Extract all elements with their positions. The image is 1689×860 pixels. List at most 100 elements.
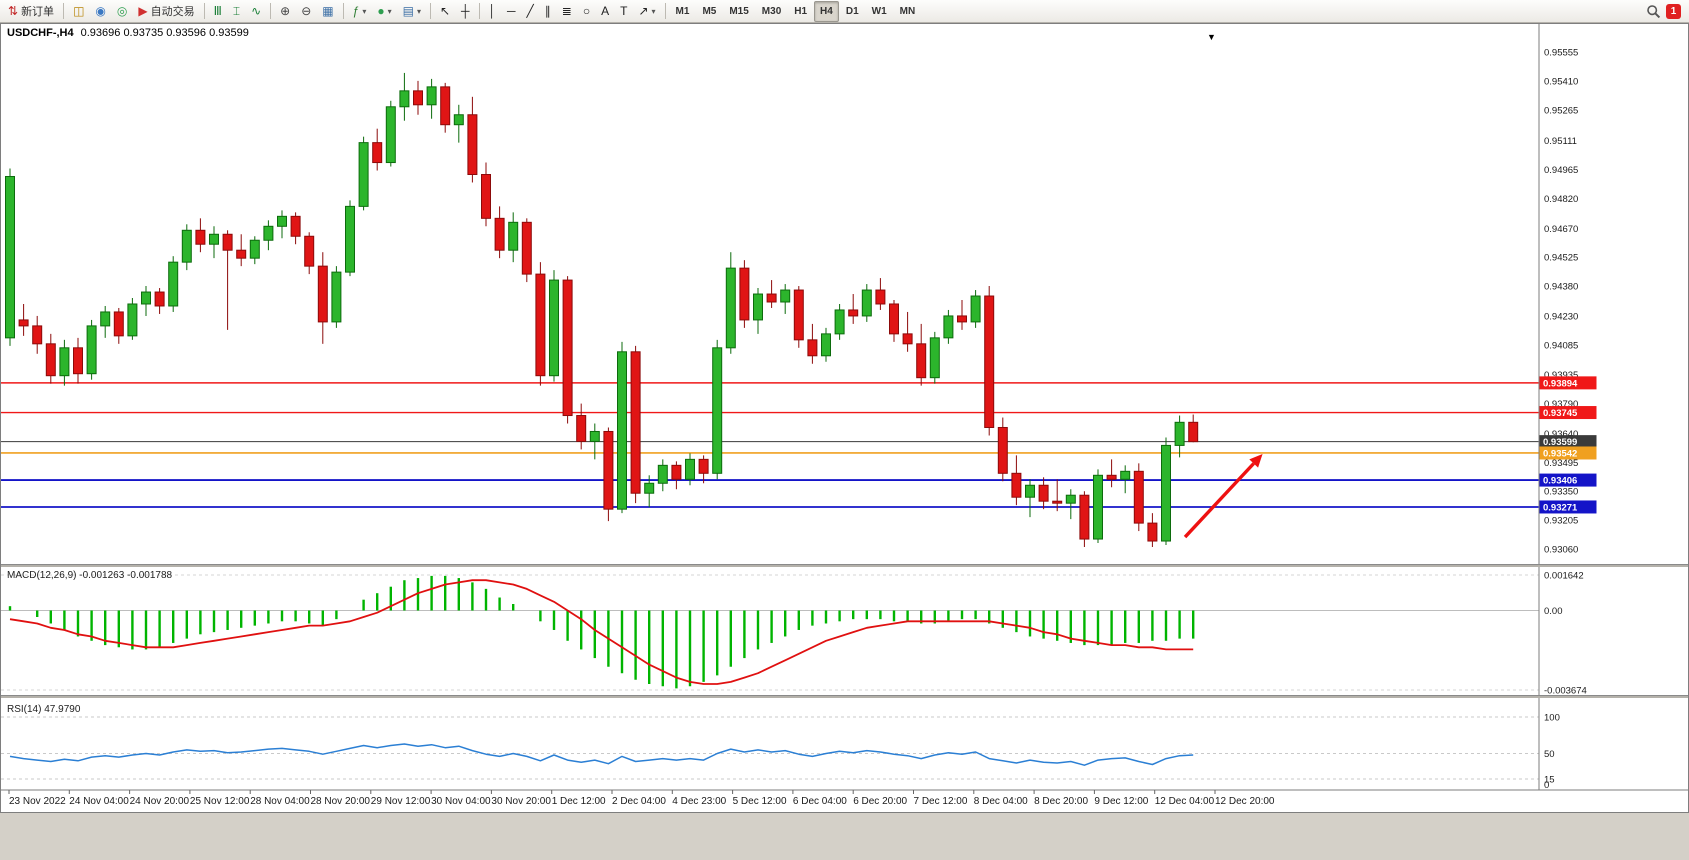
candle-body — [59, 347, 70, 377]
chart-canvas[interactable]: ▼ MACD(12,26,9) -0.001263 -0.001788 RSI(14… — [1, 24, 1688, 810]
candle-body — [1133, 470, 1144, 524]
candle-body — [603, 430, 614, 510]
candle-body — [902, 333, 913, 345]
price-tick-label: 0.94380 — [1544, 282, 1578, 293]
candle-body — [45, 343, 56, 377]
timeframe-h1-button[interactable]: H1 — [788, 1, 813, 22]
candle-body — [997, 426, 1008, 474]
text-button[interactable]: A — [596, 1, 614, 22]
timeframe-d1-button[interactable]: D1 — [840, 1, 865, 22]
price-axis[interactable]: 0.95555 0.95410 0.95265 0.95111 0.94965 0.948… — [1538, 24, 1597, 791]
new-order-button[interactable]: ⇅ 新订单 — [3, 1, 59, 22]
rsi-label: RSI(14) 47.9790 — [7, 704, 81, 715]
candle-body — [725, 267, 736, 349]
bar-chart-icon: Ⅲ — [213, 4, 222, 18]
candle-body — [18, 319, 29, 327]
time-tick-label: 1 Dec 12:00 — [552, 796, 606, 807]
candle-body — [698, 458, 709, 474]
new-order-icon: ⇅ — [8, 4, 19, 18]
timeframe-h4-button[interactable]: H4 — [814, 0, 839, 22]
candle-body — [1188, 421, 1199, 443]
candle-body — [753, 293, 763, 321]
trend-arrow-annotation[interactable] — [1183, 453, 1263, 539]
vertical-line-button[interactable]: │ — [484, 1, 502, 22]
timeframe-m1-button[interactable]: M1 — [670, 1, 696, 22]
symbol-marker-icon[interactable]: ▼ — [1207, 32, 1216, 42]
timeframe-mn-button[interactable]: MN — [894, 1, 922, 22]
candle-body — [127, 303, 138, 337]
price-tag-label: 0.93745 — [1543, 408, 1578, 419]
candle-body — [358, 142, 369, 207]
macd-tick-label: -0.003674 — [1544, 685, 1587, 696]
timeframe-m15-button[interactable]: M15 — [723, 1, 754, 22]
timeframe-m5-button[interactable]: M5 — [696, 1, 722, 22]
price-pane: ▼ — [1, 32, 1539, 548]
candle-body — [385, 106, 396, 164]
candlestick-chart-button[interactable]: ⌶ — [228, 1, 245, 22]
toolbar-separator — [478, 3, 480, 19]
notification-badge[interactable]: 1 — [1666, 3, 1681, 19]
cursor-button[interactable]: ↖ — [435, 1, 455, 22]
trendline-button[interactable]: ╱ — [522, 1, 539, 22]
timeframe-m30-button[interactable]: M30 — [756, 1, 787, 22]
candle-body — [181, 229, 192, 263]
price-tick-label: 0.95555 — [1544, 48, 1578, 59]
time-tick-label: 5 Dec 12:00 — [733, 796, 787, 807]
candle-body — [467, 114, 478, 176]
time-tick-label: 23 Nov 2022 — [9, 796, 66, 807]
timeframe-w1-button[interactable]: W1 — [866, 1, 893, 22]
tile-windows-button[interactable]: ▦ — [317, 1, 338, 22]
toolbar-separator — [429, 3, 431, 19]
channel-button[interactable]: ∥ — [540, 1, 556, 22]
toolbar-separator — [342, 3, 344, 19]
price-tick-label: 0.95410 — [1544, 76, 1578, 87]
price-tag — [1539, 500, 1597, 514]
candle-body — [290, 215, 301, 237]
line-chart-button[interactable]: ∿ — [246, 1, 266, 22]
candle-body — [929, 337, 940, 379]
chart-header: USDCHF-,H4 0.93696 0.93735 0.93596 0.935… — [7, 27, 249, 39]
text-label-button[interactable]: T — [615, 1, 632, 22]
search-icon[interactable] — [1646, 4, 1661, 19]
bar-chart-button[interactable]: Ⅲ — [209, 1, 227, 22]
price-tag-label: 0.93599 — [1543, 437, 1577, 448]
candlestick-chart-icon: ⌶ — [232, 4, 241, 18]
candle-body — [277, 215, 287, 227]
macd-label: MACD(12,26,9) -0.001263 -0.001788 — [7, 570, 173, 581]
candle-body — [1161, 444, 1171, 542]
horizontal-lines[interactable] — [1, 382, 1539, 508]
time-tick-label: 30 Nov 04:00 — [431, 796, 491, 807]
pane-divider[interactable] — [1, 695, 1688, 698]
trendline-icon: ╱ — [526, 4, 534, 18]
price-tick-label: 0.94965 — [1544, 165, 1578, 176]
pane-divider[interactable] — [1, 564, 1688, 567]
zoom-out-button[interactable]: ⊖ — [296, 1, 316, 22]
candle-body — [317, 265, 328, 323]
data-window-button[interactable]: ◎ — [112, 1, 132, 22]
price-tag-label: 0.93406 — [1543, 476, 1577, 487]
crosshair-button[interactable]: ┼ — [456, 1, 475, 22]
profiles-button[interactable]: ◉ — [90, 1, 110, 22]
candle-body — [1147, 522, 1158, 542]
candle-body — [589, 430, 600, 442]
charts-button[interactable]: ◫ — [68, 1, 89, 22]
candle-body — [1174, 421, 1185, 446]
chevron-down-icon: ▾ — [387, 6, 392, 16]
time-tick-label: 8 Dec 04:00 — [974, 796, 1028, 807]
time-tick-label: 6 Dec 04:00 — [793, 796, 847, 807]
templates-button[interactable]: ▤ ▾ — [398, 1, 426, 22]
periods-menu-button[interactable]: ● ▾ — [372, 1, 396, 22]
autotrading-button[interactable]: ▶ 自动交易 — [133, 1, 199, 22]
zoom-in-button[interactable]: ⊕ — [275, 1, 295, 22]
indicators-button[interactable]: ƒ ▾ — [348, 1, 372, 22]
shapes-button[interactable]: ○ — [578, 1, 595, 22]
candle-body — [793, 289, 804, 341]
time-axis[interactable]: 23 Nov 2022 24 Nov 04:00 24 Nov 20:00 25 No… — [1, 789, 1688, 807]
horizontal-line-button[interactable]: ─ — [502, 1, 521, 22]
toolbar-separator — [270, 3, 272, 19]
line-chart-icon: ∿ — [251, 4, 262, 18]
arrows-button[interactable]: ↗ ▾ — [633, 1, 660, 22]
toolbar-separator — [203, 3, 205, 19]
fibonacci-button[interactable]: ≣ — [557, 1, 577, 22]
macd-signal-line — [9, 579, 1194, 685]
